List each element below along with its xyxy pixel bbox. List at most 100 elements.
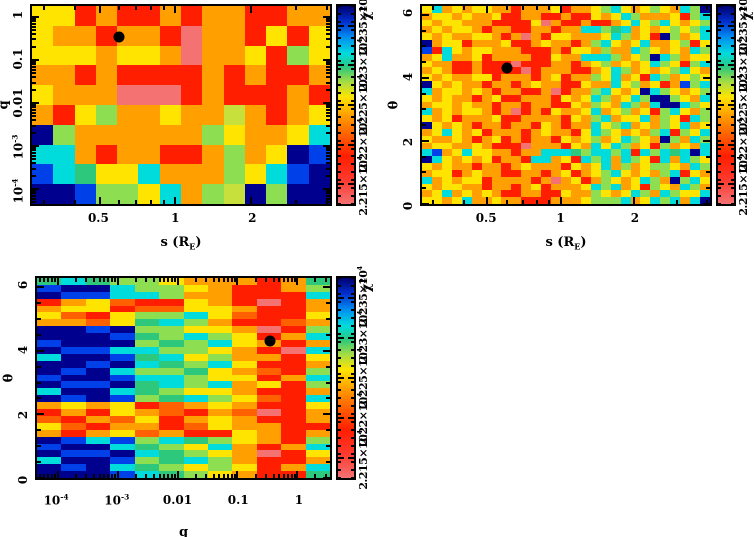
heatmap-cell [95,124,118,145]
axis-tick [163,278,166,282]
axis-tick [706,6,709,10]
heatmap-cell [232,395,257,403]
heatmap-cell [232,409,257,417]
colorbar-tick [351,317,354,319]
heatmap-cell [37,319,62,327]
heatmap-cell [441,142,453,150]
heatmap-cell [511,197,522,204]
heatmap-cell [305,374,330,382]
heatmap-cell [551,12,562,20]
heatmap-cell [630,169,641,177]
heatmap-cell [471,183,482,191]
heatmap-cell [471,142,482,150]
heatmap-cell [610,122,621,130]
heatmap-cell [281,353,306,361]
heatmap-cell [491,101,502,109]
heatmap-cell [207,291,233,299]
heatmap-cell [159,25,182,46]
heatmap-cell [491,149,502,157]
heatmap-cell [580,197,592,204]
heatmap-cell [305,457,330,465]
colorbar-tick [338,195,341,198]
heatmap-cell [134,333,160,341]
heatmap-cell [650,40,661,48]
axis-tick [326,6,329,10]
axis-tick [706,76,710,79]
heatmap-cell [521,128,532,136]
heatmap-cell [244,65,267,86]
heatmap-cell [37,312,62,320]
heatmap-cell [660,163,671,171]
colorbar-tick [338,179,341,182]
heatmap-cell [690,122,701,130]
heatmap-cell [202,6,224,27]
heatmap-cell [620,142,631,150]
heatmap-cell [53,105,75,126]
heatmap-cell [690,176,701,184]
axis-tick [314,278,317,282]
heatmap-cell [541,74,552,82]
heatmap-cell [640,197,651,204]
heatmap-cell [511,33,522,41]
axis-tick [272,474,275,478]
heatmap-cell [95,45,118,66]
heatmap-cell [422,183,433,191]
heatmap-cell [511,115,522,123]
heatmap-cell [521,12,532,20]
colorbar-tick [338,139,341,142]
heatmap-cell [159,6,182,27]
heatmap-cell [481,81,492,89]
axis-tick [422,139,426,142]
colorbar-tick [718,12,721,15]
heatmap-cell [61,471,87,478]
colorbar-tick [718,20,721,23]
colorbar-tick [351,195,354,198]
heatmap-cell [159,409,184,417]
colorbar-major-tick [718,104,724,106]
axis-tick [326,106,330,109]
heatmap-cell [471,40,482,48]
colorbar-tick [731,123,734,126]
colorbar-tick [351,453,354,455]
heatmap-cell [670,87,681,95]
colorbar-major-tick [348,24,354,27]
axis-tick [56,278,59,285]
heatmap-cell [620,183,631,191]
axis-tick [37,301,41,304]
heatmap-cell [521,163,532,171]
heatmap-cell [37,291,62,299]
axis-tick [223,474,226,478]
heatmap-cell [690,74,701,82]
axis-tick [548,200,551,204]
heatmap-cell [541,163,552,171]
heatmap-cell [660,135,671,143]
colorbar-tick [351,44,354,47]
heatmap-cell [134,471,160,478]
heatmap-cell [610,190,621,198]
heatmap-cell [181,25,203,46]
colorbar-tick [338,187,341,190]
heatmap-cell [610,156,621,164]
axis-tick [174,6,177,13]
heatmap-cell [690,6,701,14]
axis-tick [326,111,330,114]
axis-tick [326,104,330,106]
heatmap-cell [610,60,621,68]
heatmap-cell [481,108,492,116]
heatmap-cell [511,149,522,157]
axis-tick [326,114,330,117]
heatmap-cell [561,190,572,198]
heatmap-cell [640,19,651,27]
heatmap-cell [117,25,139,46]
colorbar-tick [338,325,341,327]
heatmap-cell [630,176,641,184]
heatmap-cell [551,128,562,136]
heatmap-cell [680,6,691,14]
heatmap-cell [183,402,209,410]
heatmap-cell [521,19,532,27]
axis-tick [92,278,95,282]
heatmap-cell [461,87,472,95]
colorbar-tick [338,405,341,407]
colorbar-tick [718,60,721,63]
heatmap-cell [266,65,288,86]
